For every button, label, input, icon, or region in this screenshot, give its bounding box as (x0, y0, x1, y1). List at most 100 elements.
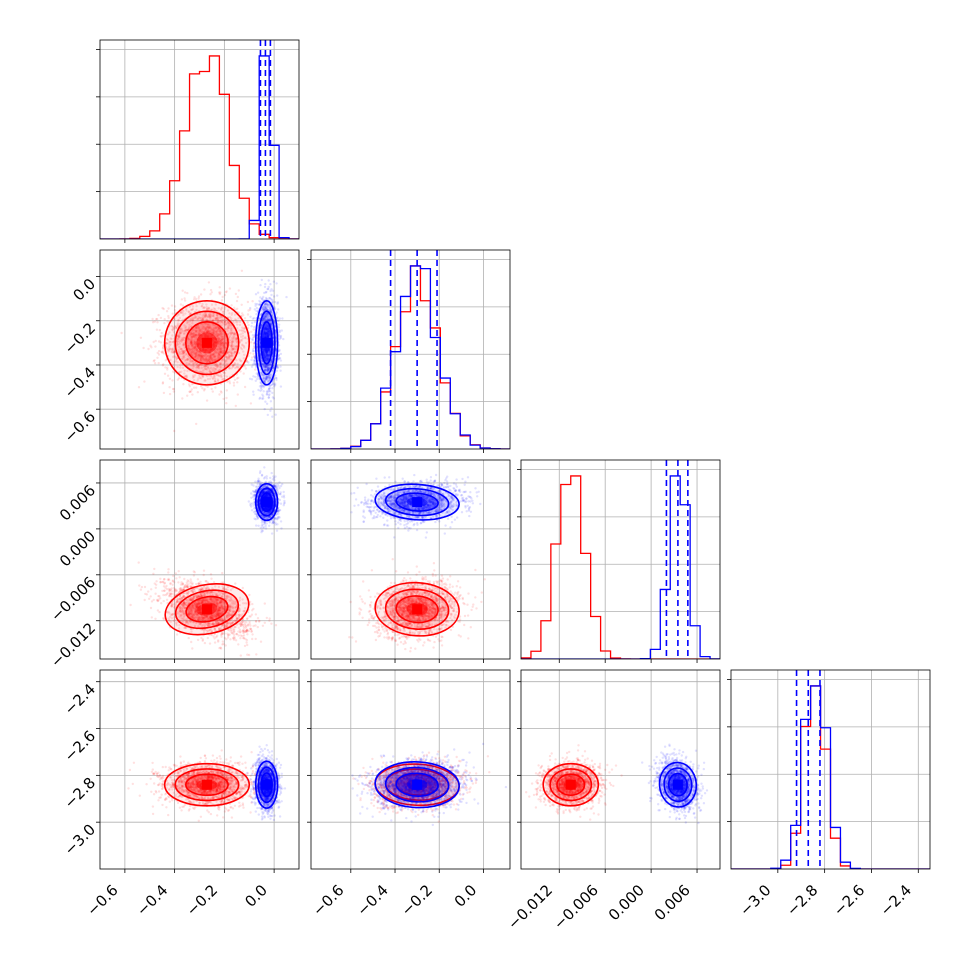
scatter-point (217, 356, 220, 359)
scatter-point (200, 363, 204, 367)
scatter-point (221, 310, 225, 314)
scatter-point (193, 346, 197, 350)
scatter-point (202, 306, 205, 310)
scatter-point (216, 354, 220, 358)
scatter-point (225, 375, 229, 378)
scatter-point (195, 369, 198, 372)
scatter-point (179, 348, 183, 351)
scatter-point (225, 341, 228, 345)
scatter-point (231, 364, 235, 368)
histogram-step (100, 55, 299, 239)
scatter-point (205, 325, 209, 329)
scatter-point (271, 382, 275, 385)
scatter-point (215, 334, 218, 337)
scatter-point (243, 346, 246, 349)
scatter-point (182, 314, 185, 317)
scatter-point (242, 314, 245, 317)
scatter-point (231, 347, 234, 351)
scatter-point (212, 367, 215, 370)
scatter-point (193, 341, 196, 344)
scatter-point (227, 322, 231, 325)
scatter-point (180, 337, 183, 340)
scatter-point (201, 327, 204, 330)
scatter-point (171, 379, 174, 382)
scatter-point (195, 354, 198, 357)
scatter-point (196, 353, 200, 356)
scatter-point (191, 360, 194, 364)
scatter-point (194, 326, 198, 330)
scatter-point (206, 330, 209, 333)
scatter-point (162, 346, 165, 349)
scatter-point (215, 313, 218, 317)
scatter-point (206, 360, 209, 363)
scatter-point (212, 326, 216, 330)
scatter-point (139, 588, 143, 591)
scatter-point (218, 329, 222, 333)
scatter-point (211, 390, 214, 393)
scatter-point (196, 351, 199, 354)
scatter-point (234, 366, 237, 370)
scatter-point (214, 364, 218, 367)
scatter-point (120, 331, 123, 335)
scatter-point (218, 319, 222, 323)
scatter-point (209, 358, 213, 361)
scatter-point (194, 316, 197, 319)
scatter-point (212, 375, 216, 378)
scatter-point (207, 308, 210, 311)
scatter-point (221, 378, 224, 381)
scatter-point (210, 353, 213, 356)
scatter-point (230, 332, 233, 335)
panel-0-1: −0.6−0.4−0.20.0 (61, 249, 300, 453)
scatter-point (190, 338, 193, 341)
scatter-point (271, 289, 275, 292)
scatter-point (229, 638, 232, 641)
scatter-point (271, 301, 274, 304)
scatter-point (187, 310, 190, 314)
scatter-point (178, 333, 182, 336)
scatter-point (205, 305, 208, 309)
scatter-point (212, 328, 215, 331)
scatter-point (217, 352, 221, 355)
scatter-point (219, 331, 222, 334)
panel-content (129, 466, 286, 657)
y-tick-label: −0.6 (61, 408, 99, 446)
scatter-point (202, 358, 205, 361)
scatter-point (241, 326, 244, 329)
scatter-point (222, 342, 226, 346)
scatter-point (273, 385, 276, 388)
scatter-point (212, 319, 215, 322)
scatter-point (152, 359, 155, 363)
scatter-point (168, 392, 172, 396)
scatter-point (182, 309, 185, 313)
scatter-point (175, 327, 179, 330)
scatter-point (274, 413, 277, 416)
scatter-point (193, 345, 196, 349)
scatter-point (279, 336, 283, 340)
scatter-point (171, 349, 174, 352)
scatter-point (177, 349, 180, 352)
scatter-point (161, 382, 164, 385)
scatter-point (180, 348, 184, 351)
scatter-point (185, 358, 188, 362)
scatter-point (206, 330, 209, 333)
scatter-point (219, 328, 223, 331)
scatter-point (221, 338, 224, 341)
scatter-point (184, 353, 188, 356)
scatter-point (195, 363, 198, 367)
scatter-point (214, 330, 217, 333)
scatter-point (186, 344, 190, 347)
scatter-point (221, 342, 224, 345)
scatter-point (203, 359, 207, 363)
scatter-point (217, 334, 220, 337)
scatter-point (235, 318, 238, 322)
scatter-point (239, 335, 243, 338)
scatter-point (207, 281, 211, 284)
scatter-point (215, 373, 218, 376)
scatter-point (216, 334, 219, 338)
scatter-point (220, 347, 224, 350)
scatter-point (242, 357, 245, 360)
scatter-point (218, 354, 222, 357)
scatter-point (226, 362, 229, 366)
scatter-point (204, 365, 207, 368)
